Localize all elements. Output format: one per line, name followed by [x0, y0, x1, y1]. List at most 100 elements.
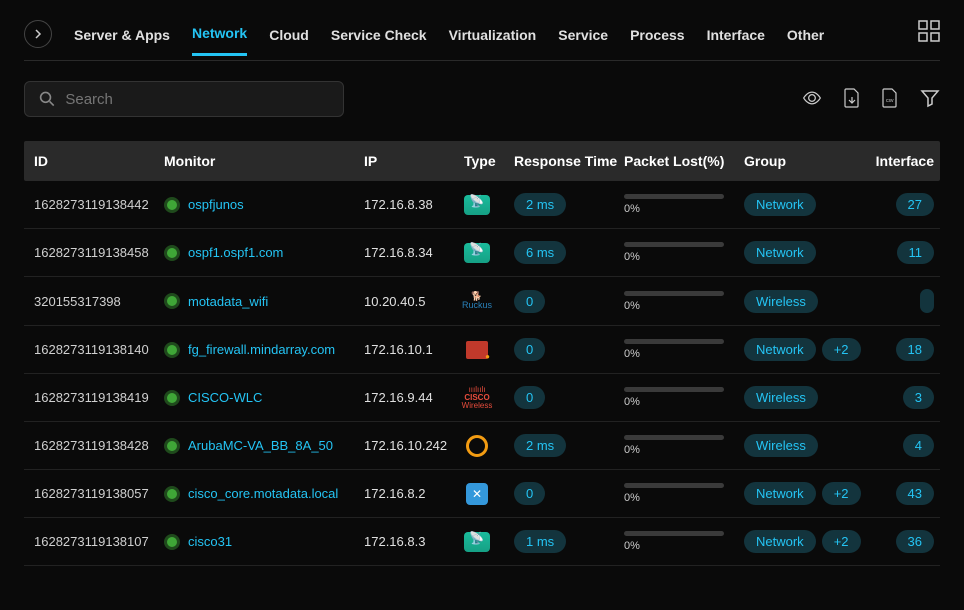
device-type-icon [464, 435, 490, 457]
group-pill[interactable]: Network [744, 193, 816, 216]
table-row: 1628273119138458ospf1.ospf1.com172.16.8.… [24, 229, 940, 277]
filter-icon[interactable] [920, 88, 940, 111]
cell-ip: 172.16.8.3 [364, 534, 464, 549]
column-header[interactable]: IP [364, 153, 464, 169]
cell-id: 1628273119138057 [34, 486, 164, 501]
group-pill[interactable]: Wireless [744, 386, 818, 409]
toolbar: csv [24, 81, 940, 117]
response-pill: 2 ms [514, 193, 566, 216]
nav-tab-process[interactable]: Process [630, 27, 684, 55]
interface-pill[interactable]: 36 [896, 530, 934, 553]
table-row: 1628273119138428ArubaMC-VA_BB_8A_50172.1… [24, 422, 940, 470]
visibility-icon[interactable] [802, 88, 822, 111]
packet-bar [624, 194, 724, 199]
interface-pill[interactable]: 27 [896, 193, 934, 216]
cell-interface [854, 289, 934, 313]
interface-pill[interactable]: 3 [903, 386, 934, 409]
group-pill[interactable]: Wireless [744, 434, 818, 457]
device-type-icon [464, 339, 490, 361]
nav-tab-service-check[interactable]: Service Check [331, 27, 427, 55]
cell-packet: 0% [624, 339, 744, 360]
cell-packet: 0% [624, 531, 744, 552]
device-type-icon [464, 242, 490, 264]
column-header[interactable]: Response Time [514, 153, 624, 169]
interface-pill[interactable]: 18 [896, 338, 934, 361]
cell-response: 0 [514, 338, 624, 361]
monitor-link[interactable]: ArubaMC-VA_BB_8A_50 [188, 438, 333, 453]
interface-pill[interactable]: 43 [896, 482, 934, 505]
monitor-link[interactable]: cisco_core.motadata.local [188, 486, 338, 501]
nav-tab-service[interactable]: Service [558, 27, 608, 55]
nav-tab-interface[interactable]: Interface [707, 27, 765, 55]
cell-monitor: cisco31 [164, 534, 364, 550]
group-pill[interactable]: Network [744, 338, 816, 361]
nav-scroll-button[interactable] [24, 20, 52, 48]
nav-tab-cloud[interactable]: Cloud [269, 27, 309, 55]
status-indicator-icon [164, 342, 180, 358]
monitor-link[interactable]: ospf1.ospf1.com [188, 245, 283, 260]
cell-packet: 0% [624, 291, 744, 312]
cell-id: 1628273119138140 [34, 342, 164, 357]
monitor-link[interactable]: motadata_wifi [188, 294, 268, 309]
group-pill[interactable]: Network [744, 482, 816, 505]
dashboard-grid-icon[interactable] [918, 20, 940, 45]
cell-response: 0 [514, 482, 624, 505]
cell-group: Network+2 [744, 530, 854, 553]
cell-monitor: fg_firewall.mindarray.com [164, 342, 364, 358]
cell-interface: 3 [854, 386, 934, 409]
export-pdf-icon[interactable] [844, 88, 860, 111]
cell-interface: 36 [854, 530, 934, 553]
response-pill: 2 ms [514, 434, 566, 457]
monitors-table: IDMonitorIPTypeResponse TimePacket Lost(… [24, 141, 940, 566]
monitor-link[interactable]: CISCO-WLC [188, 390, 262, 405]
monitor-link[interactable]: fg_firewall.mindarray.com [188, 342, 335, 357]
group-pill[interactable]: Network [744, 530, 816, 553]
packet-bar [624, 435, 724, 440]
search-input[interactable] [65, 91, 329, 108]
cell-id: 1628273119138428 [34, 438, 164, 453]
cell-monitor: ArubaMC-VA_BB_8A_50 [164, 438, 364, 454]
cell-id: 1628273119138458 [34, 245, 164, 260]
cell-response: 0 [514, 290, 624, 313]
table-row: 1628273119138442ospfjunos172.16.8.382 ms… [24, 181, 940, 229]
cell-group: Wireless [744, 386, 854, 409]
cell-interface: 43 [854, 482, 934, 505]
cell-response: 2 ms [514, 434, 624, 457]
column-header[interactable]: Group [744, 153, 854, 169]
nav-tab-virtualization[interactable]: Virtualization [449, 27, 537, 55]
monitor-link[interactable]: cisco31 [188, 534, 232, 549]
column-header[interactable]: Type [464, 153, 514, 169]
cell-id: 320155317398 [34, 294, 164, 309]
status-indicator-icon [164, 486, 180, 502]
status-indicator-icon [164, 390, 180, 406]
column-header[interactable]: Interface [854, 153, 934, 169]
packet-bar [624, 339, 724, 344]
export-csv-icon[interactable]: csv [882, 88, 898, 111]
cell-type [464, 242, 514, 264]
column-header[interactable]: ID [34, 153, 164, 169]
column-header[interactable]: Monitor [164, 153, 364, 169]
monitor-link[interactable]: ospfjunos [188, 197, 244, 212]
response-pill: 1 ms [514, 530, 566, 553]
cell-interface: 4 [854, 434, 934, 457]
cell-ip: 172.16.8.2 [364, 486, 464, 501]
search-box[interactable] [24, 81, 344, 117]
nav-tab-server-apps[interactable]: Server & Apps [74, 27, 170, 55]
cell-type: 🐕Ruckus [464, 290, 514, 312]
group-pill[interactable]: Network [744, 241, 816, 264]
device-type-icon [464, 531, 490, 553]
group-pill[interactable]: Wireless [744, 290, 818, 313]
nav-tab-network[interactable]: Network [192, 25, 247, 56]
device-type-icon: ✕ [464, 483, 490, 505]
packet-bar [624, 387, 724, 392]
cell-ip: 172.16.9.44 [364, 390, 464, 405]
interface-pill[interactable]: 11 [897, 241, 935, 264]
nav-tab-other[interactable]: Other [787, 27, 824, 55]
interface-pill[interactable]: 4 [903, 434, 934, 457]
table-row: 1628273119138057 cisco_core.motadata.loca… [24, 470, 940, 518]
column-header[interactable]: Packet Lost(%) [624, 153, 744, 169]
cell-monitor: CISCO-WLC [164, 390, 364, 406]
status-indicator-icon [164, 438, 180, 454]
cell-type [464, 194, 514, 216]
cell-interface: 27 [854, 193, 934, 216]
